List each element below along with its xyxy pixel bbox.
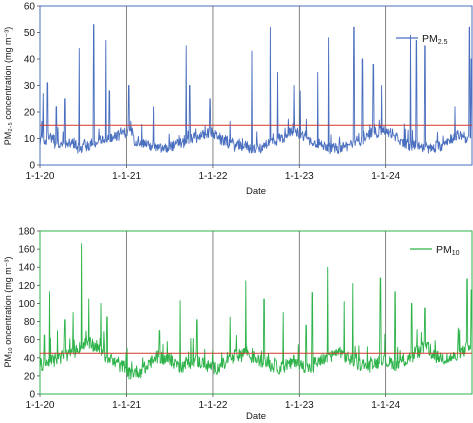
pm25-series-line — [39, 24, 473, 155]
x-axis-ticks: 1-1-20 1-1-21 1-1-22 1-1-23 1-1-24 — [26, 165, 401, 182]
x-tick-label: 1-1-22 — [198, 171, 227, 182]
x-axis-label: Date — [246, 186, 266, 197]
x-tick-label: 1-1-21 — [112, 400, 141, 411]
x-axis-ticks: 1-1-20 1-1-21 1-1-22 1-1-23 1-1-24 — [26, 394, 401, 411]
y-axis-ticks: 0 10 20 30 40 50 60 — [24, 2, 40, 172]
y-tick-label: 60 — [24, 335, 36, 346]
y-tick-label: 160 — [18, 245, 35, 256]
legend-label: PM2.5 — [422, 33, 448, 46]
y-tick-label: 120 — [18, 281, 35, 292]
x-tick-label: 1-1-24 — [371, 171, 400, 182]
x-tick-label: 1-1-23 — [285, 400, 314, 411]
y-tick-label: 100 — [18, 299, 35, 310]
pm10-series-line — [39, 243, 473, 380]
legend-label: PM10 — [436, 244, 460, 257]
legend: PM2.5 — [396, 33, 448, 46]
y-tick-label: 140 — [18, 263, 35, 274]
x-tick-label: 1-1-22 — [198, 400, 227, 411]
y-axis-label: PM₂.₅ concentration (mg m⁻³) — [3, 27, 13, 145]
y-tick-label: 40 — [24, 55, 36, 66]
y-tick-label: 20 — [24, 371, 36, 382]
x-axis-label: Date — [246, 411, 266, 422]
x-tick-label: 1-1-23 — [285, 171, 314, 182]
x-tick-label: 1-1-20 — [26, 171, 55, 182]
x-tick-label: 1-1-21 — [112, 171, 141, 182]
y-tick-label: 20 — [24, 108, 36, 119]
vertical-gridlines — [126, 231, 387, 394]
legend: PM10 — [410, 244, 460, 257]
y-axis-ticks: 0 20 40 60 80 100 120 140 160 180 — [18, 227, 40, 401]
y-tick-label: 0 — [29, 390, 35, 401]
y-tick-label: 60 — [24, 2, 36, 13]
y-axis-label: PM₁₀ oncentration (mg m⁻³) — [3, 256, 13, 367]
x-tick-label: 1-1-24 — [371, 400, 400, 411]
y-tick-label: 40 — [24, 353, 36, 364]
y-tick-label: 50 — [24, 28, 36, 39]
y-tick-label: 180 — [18, 227, 35, 238]
x-tick-label: 1-1-20 — [26, 400, 55, 411]
y-tick-label: 10 — [24, 134, 36, 145]
plot-frame — [39, 230, 473, 395]
y-tick-label: 80 — [24, 317, 36, 328]
y-tick-label: 0 — [29, 161, 35, 172]
y-tick-label: 30 — [24, 81, 36, 92]
